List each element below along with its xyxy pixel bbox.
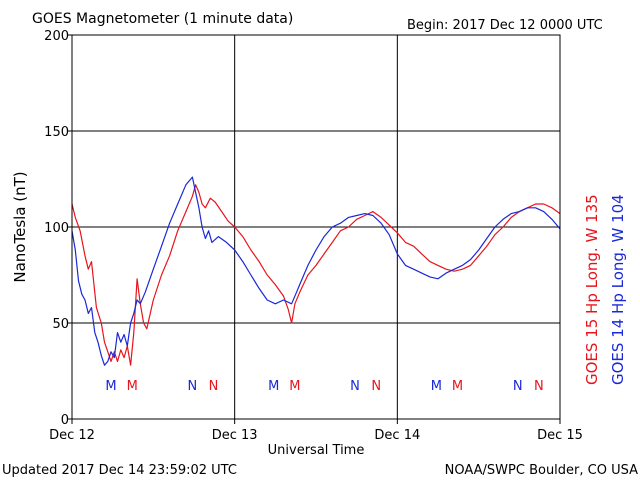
marker-m: M bbox=[431, 379, 442, 394]
marker-m: M bbox=[289, 379, 300, 394]
y-tick-label: 0 bbox=[61, 413, 69, 428]
series-line-goes14 bbox=[71, 176, 561, 366]
marker-n: N bbox=[209, 379, 219, 394]
y-tick-labels: 0 50 100 150 200 bbox=[44, 29, 69, 428]
x-tick-label: Dec 15 bbox=[537, 428, 583, 443]
marker-n: N bbox=[350, 379, 360, 394]
series-line-goes15 bbox=[71, 184, 561, 366]
y-tick-label: 100 bbox=[44, 221, 69, 236]
y-tick-label: 50 bbox=[52, 317, 69, 332]
data-source: NOAA/SWPC Boulder, CO USA bbox=[445, 463, 638, 478]
x-tick-label: Dec 13 bbox=[212, 428, 258, 443]
y-tick-label: 150 bbox=[44, 125, 69, 140]
x-axis-label: Universal Time bbox=[268, 443, 365, 458]
y-tick-label: 200 bbox=[44, 29, 69, 44]
x-tick-label: Dec 12 bbox=[49, 428, 95, 443]
legend-goes15: GOES 15 Hp Long. W 135 bbox=[583, 194, 601, 385]
marker-m: M bbox=[127, 379, 138, 394]
marker-n: N bbox=[534, 379, 544, 394]
marker-m: M bbox=[105, 379, 116, 394]
chart-title: GOES Magnetometer (1 minute data) bbox=[32, 11, 293, 27]
x-tick-label: Dec 14 bbox=[374, 428, 420, 443]
marker-m: M bbox=[268, 379, 279, 394]
series-lines bbox=[71, 176, 561, 366]
marker-n: N bbox=[513, 379, 523, 394]
grid-lines bbox=[67, 34, 561, 424]
begin-time: Begin: 2017 Dec 12 0000 UTC bbox=[407, 18, 603, 33]
updated-time: Updated 2017 Dec 14 23:59:02 UTC bbox=[2, 463, 237, 478]
marker-n: N bbox=[371, 379, 381, 394]
y-axis-label: NanoTesla (nT) bbox=[11, 171, 29, 282]
legend-goes14: GOES 14 Hp Long. W 104 bbox=[609, 194, 627, 385]
marker-m: M bbox=[452, 379, 463, 394]
x-tick-labels: Dec 12 Dec 13 Dec 14 Dec 15 bbox=[49, 428, 583, 443]
plot-frame bbox=[71, 34, 561, 420]
marker-n: N bbox=[188, 379, 198, 394]
